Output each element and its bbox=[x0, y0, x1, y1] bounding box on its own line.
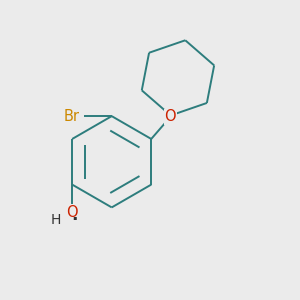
Text: H: H bbox=[51, 213, 61, 227]
Text: Br: Br bbox=[63, 109, 79, 124]
Text: O: O bbox=[165, 110, 176, 124]
Text: ·: · bbox=[71, 211, 77, 229]
Text: O: O bbox=[66, 205, 78, 220]
